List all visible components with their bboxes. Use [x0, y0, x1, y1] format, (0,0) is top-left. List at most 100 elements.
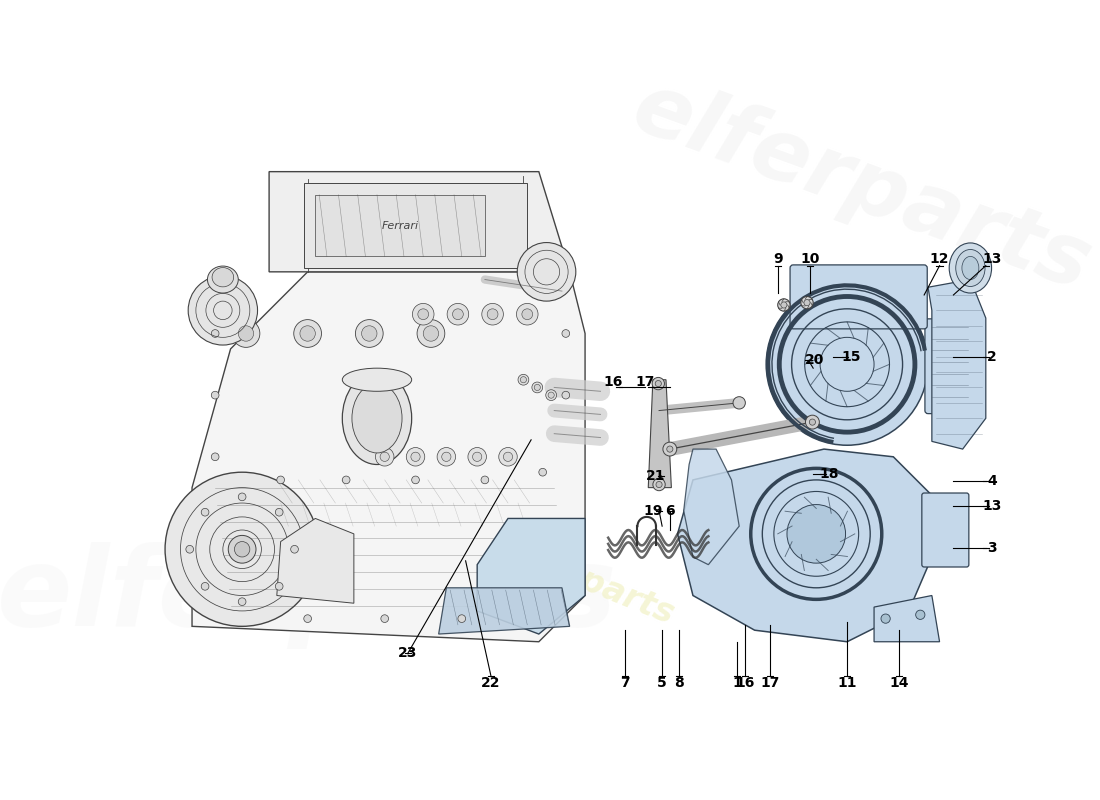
Polygon shape — [270, 172, 570, 272]
Circle shape — [437, 447, 455, 466]
Circle shape — [239, 493, 246, 501]
Circle shape — [663, 442, 676, 456]
Polygon shape — [316, 194, 485, 257]
Text: 12: 12 — [930, 252, 949, 266]
Circle shape — [201, 508, 209, 516]
Circle shape — [452, 309, 463, 320]
Circle shape — [481, 476, 488, 484]
Circle shape — [275, 508, 283, 516]
Circle shape — [801, 297, 813, 309]
Circle shape — [232, 320, 260, 347]
Text: 10: 10 — [801, 252, 820, 266]
Ellipse shape — [208, 266, 239, 293]
Circle shape — [498, 447, 517, 466]
Text: 9: 9 — [773, 252, 782, 266]
Text: 1: 1 — [732, 675, 741, 690]
Text: a passion for parts: a passion for parts — [338, 468, 679, 631]
Circle shape — [411, 476, 419, 484]
Circle shape — [881, 614, 890, 623]
Ellipse shape — [961, 257, 979, 279]
Circle shape — [418, 309, 429, 320]
Polygon shape — [928, 279, 986, 449]
Circle shape — [504, 452, 513, 462]
Circle shape — [447, 303, 469, 325]
Circle shape — [656, 482, 662, 488]
Text: elferparts: elferparts — [623, 66, 1100, 308]
Polygon shape — [684, 449, 739, 565]
Circle shape — [239, 598, 246, 606]
Text: elferparts: elferparts — [0, 542, 618, 649]
Circle shape — [304, 614, 311, 622]
Circle shape — [375, 447, 394, 466]
Circle shape — [381, 614, 388, 622]
Circle shape — [767, 283, 928, 446]
Circle shape — [653, 478, 666, 490]
Text: 13: 13 — [982, 252, 1002, 266]
Text: 23: 23 — [398, 646, 418, 660]
Text: 15: 15 — [842, 350, 860, 364]
Circle shape — [473, 452, 482, 462]
Circle shape — [342, 476, 350, 484]
Circle shape — [411, 452, 420, 462]
Circle shape — [211, 330, 219, 338]
Circle shape — [804, 299, 810, 306]
Text: 17: 17 — [636, 375, 654, 389]
Circle shape — [915, 610, 925, 619]
Circle shape — [667, 446, 673, 452]
Circle shape — [781, 302, 786, 308]
Text: 2: 2 — [987, 350, 997, 364]
Text: 22: 22 — [482, 675, 500, 690]
Ellipse shape — [956, 250, 984, 286]
Circle shape — [458, 614, 465, 622]
Circle shape — [424, 326, 439, 341]
Ellipse shape — [342, 372, 411, 465]
FancyBboxPatch shape — [925, 319, 976, 414]
Text: 3: 3 — [987, 541, 997, 554]
Polygon shape — [192, 272, 585, 642]
Polygon shape — [874, 595, 939, 642]
Circle shape — [656, 381, 661, 386]
Polygon shape — [304, 183, 527, 268]
Circle shape — [517, 303, 538, 325]
Circle shape — [362, 326, 377, 341]
Ellipse shape — [949, 243, 991, 293]
Circle shape — [562, 330, 570, 338]
Polygon shape — [439, 588, 570, 634]
Circle shape — [275, 582, 283, 590]
Circle shape — [805, 415, 820, 429]
Circle shape — [406, 447, 425, 466]
Text: 17: 17 — [760, 675, 780, 690]
Circle shape — [277, 476, 285, 484]
Text: 19: 19 — [644, 504, 662, 518]
Ellipse shape — [352, 383, 402, 453]
Circle shape — [300, 326, 316, 341]
Circle shape — [786, 505, 846, 563]
Circle shape — [520, 377, 527, 383]
Circle shape — [381, 452, 389, 462]
Text: 16: 16 — [603, 375, 623, 389]
Circle shape — [165, 472, 319, 626]
Polygon shape — [277, 518, 354, 603]
Circle shape — [778, 299, 790, 311]
Ellipse shape — [342, 368, 411, 391]
Polygon shape — [678, 449, 932, 642]
Circle shape — [810, 419, 815, 425]
Circle shape — [468, 447, 486, 466]
Circle shape — [355, 320, 383, 347]
FancyBboxPatch shape — [922, 493, 969, 567]
Circle shape — [417, 320, 444, 347]
Circle shape — [518, 374, 529, 385]
Circle shape — [234, 542, 250, 557]
Circle shape — [548, 392, 554, 398]
Text: 5: 5 — [658, 675, 667, 690]
Circle shape — [652, 378, 664, 390]
Text: 4: 4 — [987, 474, 997, 489]
Text: 14: 14 — [889, 675, 909, 690]
Circle shape — [186, 546, 194, 553]
Circle shape — [412, 303, 434, 325]
Circle shape — [211, 453, 219, 461]
Circle shape — [546, 390, 557, 401]
Text: 11: 11 — [837, 675, 857, 690]
Circle shape — [487, 309, 498, 320]
Text: 16: 16 — [736, 675, 755, 690]
